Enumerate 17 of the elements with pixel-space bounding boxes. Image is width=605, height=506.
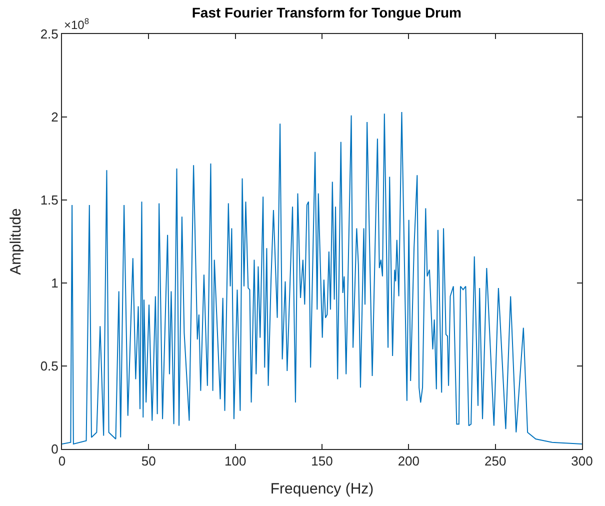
text: ×10$^{8}$ <box>64 16 90 32</box>
x-tick-label: 200 <box>398 454 420 469</box>
y-tick-label: 0.5 <box>40 358 58 374</box>
x-tick-label: 300 <box>571 454 593 469</box>
y-tick-label: 2.5 <box>40 26 58 42</box>
y-axis-title: Amplitude <box>8 208 25 275</box>
x-axis-title: Frequency (Hz) <box>270 480 374 498</box>
chart-title: Fast Fourier Transform for Tongue Drum <box>192 4 462 20</box>
x-tick-label: 250 <box>484 454 506 469</box>
x-tick-label: 100 <box>224 454 246 469</box>
y-tick-label: 1.5 <box>40 192 58 208</box>
y-tick-label: 1 <box>51 276 58 291</box>
line-series <box>62 112 582 445</box>
x-tick-label: 150 <box>311 454 333 469</box>
x-tick-label: 50 <box>141 454 156 469</box>
y-tick-label: 2 <box>51 110 58 125</box>
y-tick-label: 0 <box>51 442 58 457</box>
